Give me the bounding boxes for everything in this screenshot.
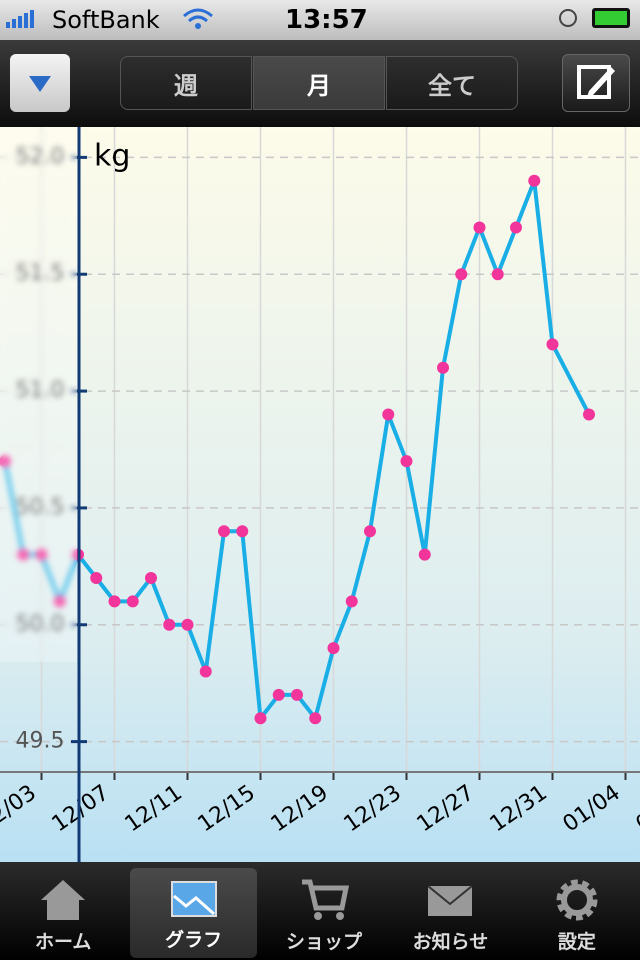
segment[interactable]: 全て [386,56,518,110]
data-point [364,525,376,538]
line-segment [149,576,172,627]
data-point [236,525,249,538]
data-point [145,572,157,585]
data-point [400,455,413,468]
data-point [382,408,395,421]
tab-label: ショップ [286,931,363,953]
line-segment [422,365,445,557]
line-segment [532,178,555,347]
tab[interactable]: ホーム [0,862,126,960]
data-point [254,712,267,725]
tab-label: お知らせ [412,931,489,953]
y-tick-label: 49.5 [16,729,65,754]
clock: 13:57 [285,5,368,35]
chart: 12/03 12/07 12/11 12/15 12/19 12/23 12/27 12/31… [0,127,640,862]
tab[interactable]: お知らせ [387,862,513,960]
home-icon [41,880,86,920]
line-segment [459,225,482,277]
data-point [345,595,358,608]
plot-background [0,127,640,862]
data-point [272,688,285,701]
segment[interactable]: 月 [253,56,385,110]
line-segment [441,272,464,370]
data-point [510,221,522,234]
line-segment [514,178,537,230]
data-point [218,525,230,538]
data-point [181,618,194,631]
data-point [455,268,468,281]
data-point [418,548,431,561]
edit-button[interactable] [562,54,630,112]
line-segment [185,622,208,674]
data-point [291,688,303,701]
y-axis-label: kg [94,139,130,174]
line-segment [368,412,391,534]
data-point [327,642,340,655]
mail-icon [427,885,474,916]
line-segment [404,459,427,557]
line-segment [313,646,336,721]
line-segment [240,529,263,721]
data-point [126,595,139,608]
data-point [473,221,486,234]
data-point [528,174,541,187]
data-point [309,712,322,725]
tab[interactable]: グラフ [130,868,257,958]
tab[interactable]: 設定 [514,862,640,960]
tab-label: ホーム [34,931,92,953]
tab[interactable]: ショップ [261,862,387,960]
cart-icon [302,879,350,920]
line-segment [203,529,226,674]
line-segment [477,225,500,277]
status-icons [6,8,630,29]
segment[interactable]: 週 [120,56,252,110]
data-point [437,361,449,374]
data-point [583,408,595,421]
nav-bar: 週 月 全て [0,40,640,127]
data-point [546,338,559,351]
line-segment [331,599,354,651]
settings-icon [556,879,598,921]
line-segment [349,529,372,604]
data-point [491,268,504,281]
carrier: SoftBank [52,6,160,34]
tab-bar: ホーム グラフ ショップ お知らせ 設定 [0,862,640,960]
segmented-control: 週 月 全て [120,40,520,127]
dropdown-button[interactable] [10,54,70,112]
line-segment [386,412,409,464]
edit-icon [577,65,615,99]
dropdown-icon [29,76,51,92]
data-point [199,665,212,678]
tab-label: グラフ [165,929,223,951]
previous-period-overlay [0,127,77,662]
line-segment [550,342,591,417]
data-point [163,618,176,631]
status-bar: SoftBank 13:57 [0,0,640,40]
graph-icon [170,881,217,917]
line-segment [495,225,518,277]
data-point [90,572,103,585]
tab-label: 設定 [557,931,596,953]
data-point [108,595,121,608]
